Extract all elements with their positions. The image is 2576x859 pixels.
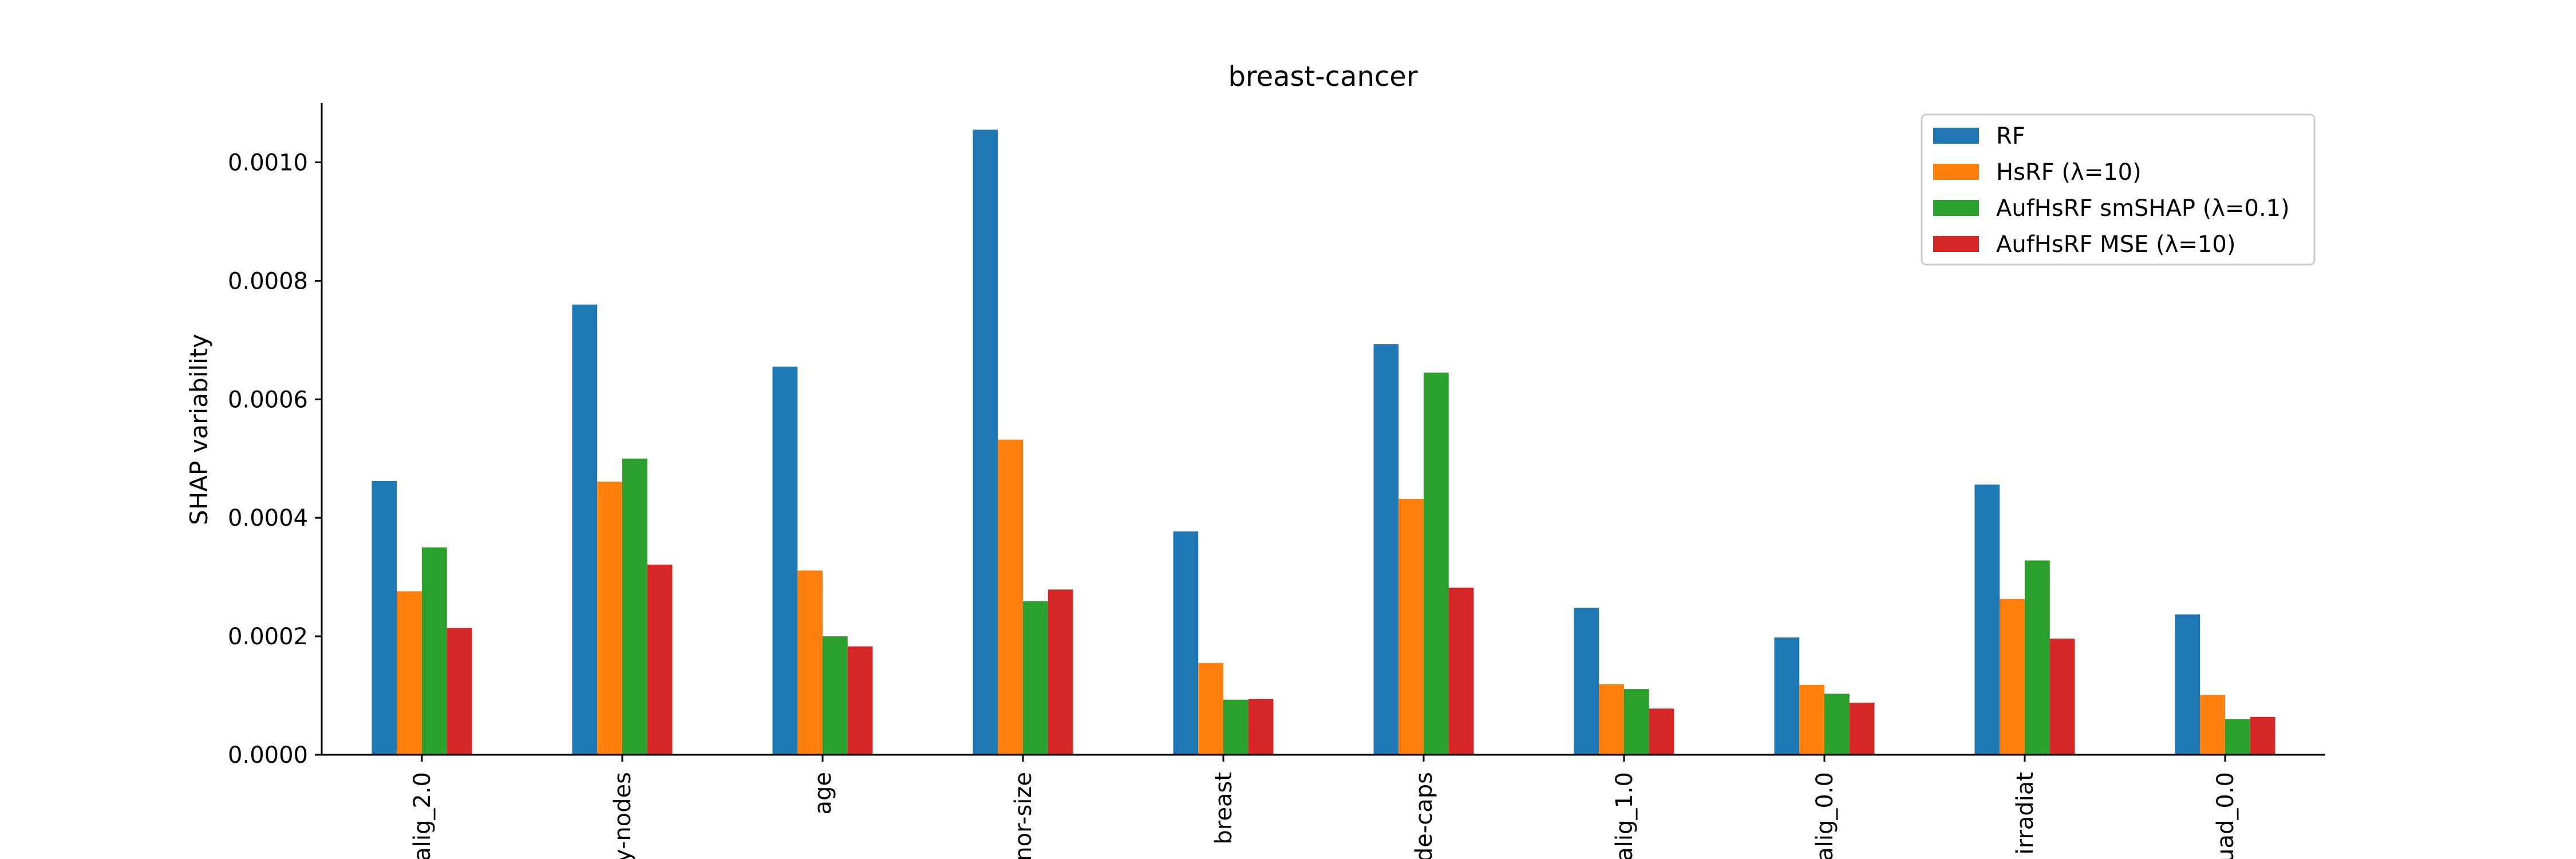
y-tick-label: 0.0006 — [228, 387, 308, 413]
bars-layer — [372, 129, 2275, 755]
legend-label: RF — [1996, 123, 2025, 149]
bar-breast-series-0 — [1173, 531, 1199, 755]
legend-label: AufHsRF smSHAP (λ=0.1) — [1996, 195, 2290, 222]
bar-uad_0.0-series-0 — [2175, 614, 2200, 755]
bar-age-series-2 — [823, 636, 848, 755]
y-tick-label: 0.0002 — [228, 624, 308, 650]
bar-alig_0.0-series-1 — [1799, 684, 1824, 755]
legend-label: AufHsRF MSE (λ=10) — [1996, 231, 2235, 258]
bar-breast-series-1 — [1198, 663, 1223, 755]
chart-title: breast-cancer — [1228, 61, 1417, 93]
y-axis-ticks: 0.0000 0.0002 0.0004 0.0006 0.0008 0.0010 — [228, 149, 322, 769]
legend-swatch — [1933, 200, 1979, 216]
legend-box — [1921, 113, 2316, 266]
bar-alig_1.0-series-3 — [1649, 708, 1674, 755]
bar-nor-size-series-3 — [1048, 589, 1073, 755]
bar-age-series-3 — [847, 646, 873, 755]
bar-y-nodes-series-0 — [572, 304, 598, 755]
bar-y-nodes-series-2 — [622, 458, 647, 755]
x-tick-label: nor-size — [1010, 772, 1037, 859]
bar-de-caps-series-1 — [1398, 499, 1424, 755]
bar-irradiat-series-2 — [2025, 560, 2050, 755]
bar-uad_0.0-series-3 — [2250, 716, 2275, 755]
x-axis-ticks: alig_2.0 y-nodes age nor-size breast de-caps a… — [409, 755, 2239, 859]
bar-breast-series-3 — [1248, 699, 1274, 755]
legend-label: HsRF (λ=10) — [1996, 159, 2142, 186]
bar-irradiat-series-0 — [1974, 484, 2000, 755]
bar-alig_1.0-series-0 — [1574, 608, 1599, 755]
bar-alig_0.0-series-0 — [1774, 637, 1800, 755]
bar-de-caps-series-2 — [1424, 372, 1449, 755]
bar-alig_1.0-series-2 — [1624, 689, 1649, 755]
bar-nor-size-series-1 — [998, 439, 1023, 755]
bar-irradiat-series-3 — [2049, 639, 2075, 755]
bar-nor-size-series-2 — [1023, 601, 1048, 755]
legend-swatch — [1933, 236, 1979, 252]
bar-age-series-0 — [772, 367, 798, 755]
bar-alig_0.0-series-2 — [1824, 693, 1850, 755]
bar-irradiat-series-1 — [2000, 598, 2025, 755]
legend-swatch — [1933, 164, 1979, 180]
bar-uad_0.0-series-1 — [2200, 695, 2225, 755]
bar-y-nodes-series-3 — [647, 564, 673, 755]
bar-age-series-1 — [797, 570, 823, 755]
bar-alig_2.0-series-2 — [422, 547, 447, 755]
y-tick-label: 0.0004 — [228, 505, 308, 531]
bar-uad_0.0-series-2 — [2225, 719, 2250, 755]
bar-nor-size-series-0 — [973, 129, 998, 755]
x-tick-label: uad_0.0 — [2212, 772, 2239, 859]
legend-swatch — [1933, 128, 1979, 144]
y-tick-label: 0.0000 — [228, 742, 308, 769]
x-tick-label: alig_1.0 — [1611, 772, 1638, 859]
y-tick-label: 0.0008 — [228, 268, 308, 294]
bar-de-caps-series-0 — [1373, 344, 1399, 755]
x-tick-label: alig_2.0 — [409, 772, 436, 859]
bar-alig_2.0-series-3 — [447, 628, 472, 755]
x-tick-label: breast — [1211, 772, 1237, 845]
x-tick-label: age — [810, 772, 836, 815]
bar-de-caps-series-3 — [1448, 588, 1474, 755]
legend: RF HsRF (λ=10) AufHsRF smSHAP (λ=0.1) AufHs… — [1921, 113, 2316, 266]
y-axis-label: SHAP variability — [185, 334, 213, 525]
bar-y-nodes-series-1 — [597, 482, 622, 755]
x-tick-label: de-caps — [1411, 772, 1437, 859]
bar-alig_2.0-series-0 — [372, 481, 397, 755]
bar-breast-series-2 — [1223, 699, 1249, 755]
x-tick-label: alig_0.0 — [1812, 772, 1838, 859]
bar-alig_2.0-series-1 — [397, 591, 422, 755]
x-tick-label: irradiat — [2012, 772, 2038, 855]
bar-alig_0.0-series-3 — [1849, 702, 1875, 755]
bar-alig_1.0-series-1 — [1599, 684, 1624, 755]
y-tick-label: 0.0010 — [228, 149, 308, 176]
x-tick-label: y-nodes — [610, 772, 636, 859]
